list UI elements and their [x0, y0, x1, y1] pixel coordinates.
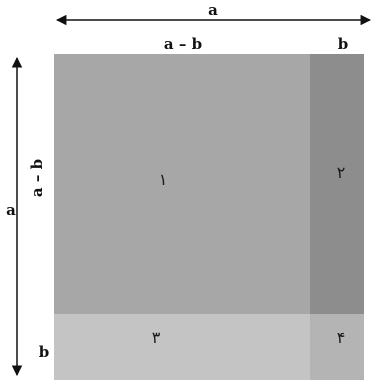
left-upper-label: a – b [28, 159, 46, 197]
region-1-label: ۱ [159, 170, 168, 189]
region-2-rect [310, 54, 364, 314]
region-4-rect [310, 314, 364, 380]
region-2-label: ۲ [337, 163, 346, 182]
top-right-label: b [338, 35, 349, 53]
left-total-label: a [6, 201, 16, 219]
region-1-rect [54, 54, 310, 314]
left-lower-label: b [39, 343, 50, 361]
region-3-label: ۳ [152, 328, 161, 347]
region-3-rect [54, 314, 310, 380]
top-total-label: a [208, 1, 218, 19]
top-left-label: a – b [164, 35, 202, 53]
region-4-label: ۴ [337, 328, 346, 347]
